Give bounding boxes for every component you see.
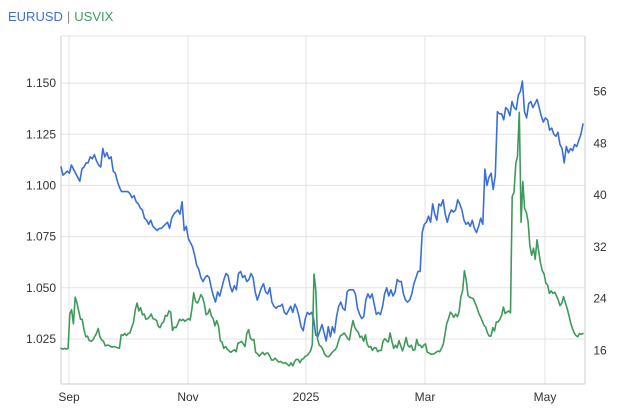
legend-eurusd[interactable]: EURUSD: [8, 9, 63, 24]
y-left-tick-label: 1.050: [26, 281, 56, 295]
y-left-tick-label: 1.075: [26, 230, 56, 244]
x-tick-label: Mar: [415, 390, 436, 404]
y-left-tick-label: 1.125: [26, 127, 56, 141]
grid-lines: [60, 35, 586, 385]
chart-legend: EURUSD | USVIX: [8, 9, 113, 24]
x-tick-label: 2025: [293, 390, 320, 404]
y-left-tick-label: 1.150: [26, 76, 56, 90]
y-right-tick-label: 40: [593, 188, 607, 202]
y-left-tick-label: 1.100: [26, 178, 56, 192]
y-right-tick-label: 16: [593, 343, 607, 357]
y-right-tick-label: 56: [593, 85, 607, 99]
legend-separator: |: [66, 9, 71, 24]
y-right-tick-label: 48: [593, 136, 607, 150]
legend-usvix[interactable]: USVIX: [74, 9, 114, 24]
x-tick-label: Sep: [58, 390, 80, 404]
series-line-eurusd: [60, 80, 584, 342]
y-left-tick-label: 1.025: [26, 332, 56, 346]
y-right-tick-label: 24: [593, 292, 607, 306]
x-tick-label: May: [534, 390, 557, 404]
y-right-tick-label: 32: [593, 240, 607, 254]
x-tick-label: Nov: [177, 390, 198, 404]
series-line-usvix: [60, 111, 584, 367]
